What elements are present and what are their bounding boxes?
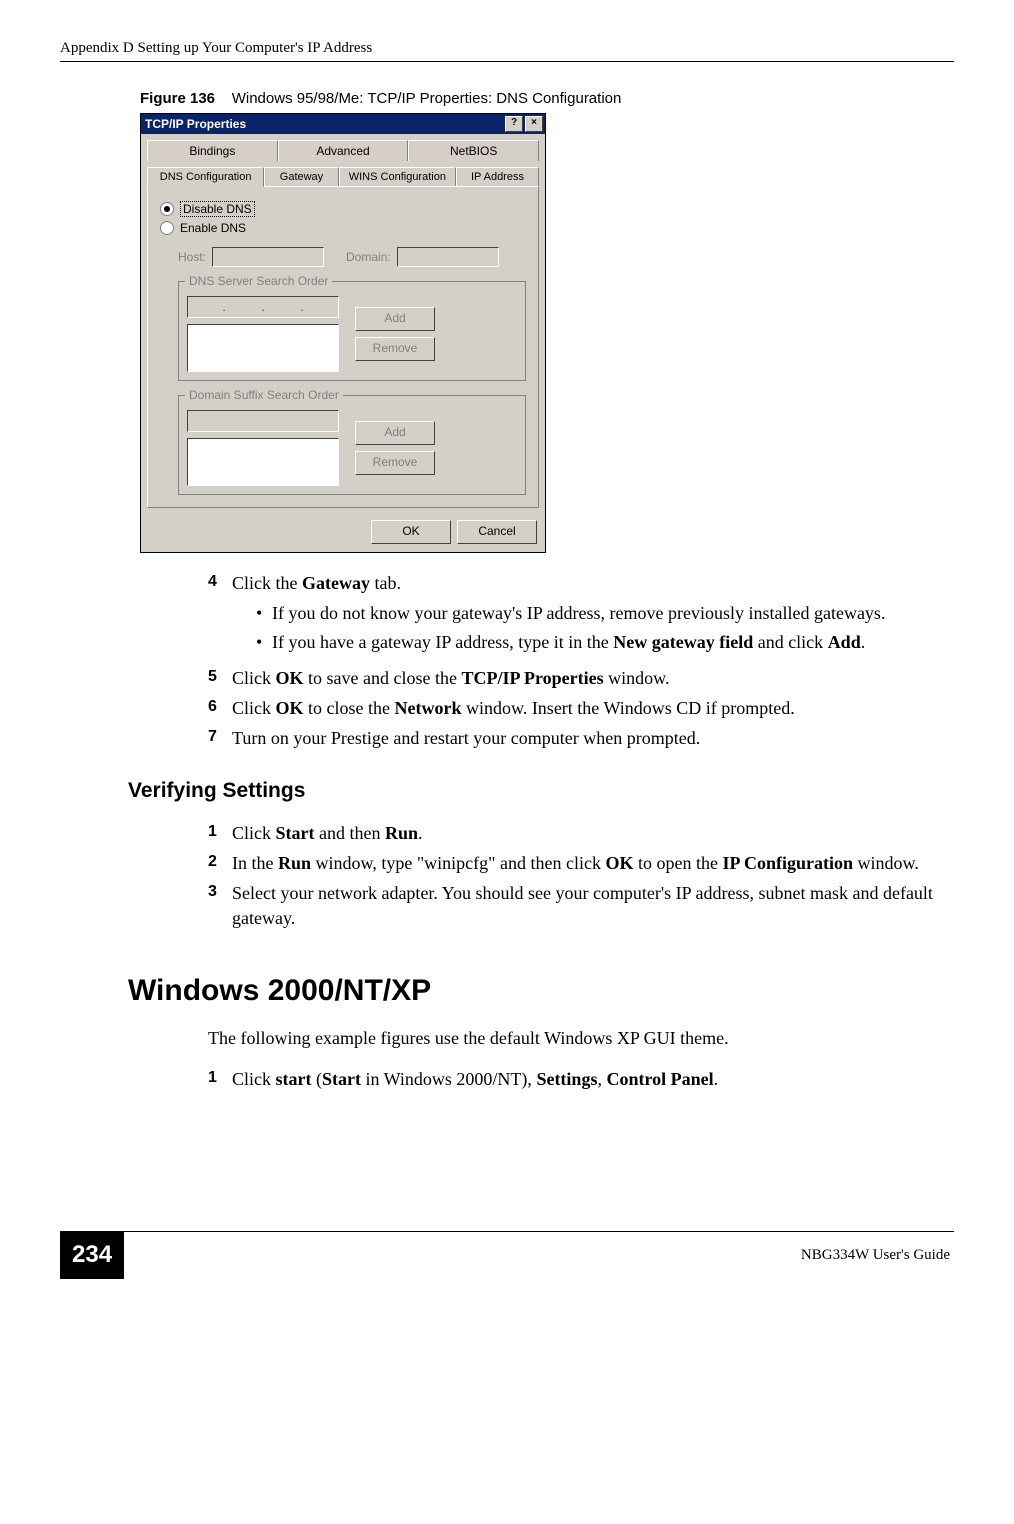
figure-title: Windows 95/98/Me: TCP/IP Properties: DNS… bbox=[232, 90, 622, 107]
ok-button[interactable]: OK bbox=[371, 520, 451, 544]
cancel-button[interactable]: Cancel bbox=[457, 520, 537, 544]
dns-ip-input[interactable]: . . . bbox=[187, 296, 339, 318]
titlebar: TCP/IP Properties ? × bbox=[141, 114, 545, 134]
dns-order-title: DNS Server Search Order bbox=[185, 274, 332, 288]
step-text: Click Start and then Run. bbox=[232, 821, 934, 845]
step-num: 6 bbox=[208, 696, 232, 720]
step-num: 2 bbox=[208, 851, 232, 875]
help-icon[interactable]: ? bbox=[505, 116, 523, 132]
page-number: 234 bbox=[60, 1231, 124, 1279]
step-num: 4 bbox=[208, 571, 232, 660]
tab-netbios[interactable]: NetBIOS bbox=[408, 140, 539, 161]
figure-number: Figure 136 bbox=[140, 90, 215, 107]
host-label: Host: bbox=[178, 250, 206, 264]
radio-disable-label: Disable DNS bbox=[180, 201, 255, 217]
radio-enable-label: Enable DNS bbox=[180, 221, 246, 235]
step-text: Turn on your Prestige and restart your c… bbox=[232, 726, 934, 750]
heading-windows2000: Windows 2000/NT/XP bbox=[128, 974, 954, 1008]
step-text: In the Run window, type "winipcfg" and t… bbox=[232, 851, 934, 875]
tab-gateway[interactable]: Gateway bbox=[264, 167, 338, 186]
page-header: Appendix D Setting up Your Computer's IP… bbox=[60, 40, 954, 62]
tab-content: Disable DNS Enable DNS Host: Domain: DNS… bbox=[147, 186, 539, 508]
dialog-buttons: OK Cancel bbox=[141, 514, 545, 552]
suffix-order-title: Domain Suffix Search Order bbox=[185, 388, 343, 402]
figure-caption: Figure 136 Windows 95/98/Me: TCP/IP Prop… bbox=[140, 90, 954, 107]
step-text: Click the Gateway tab. •If you do not kn… bbox=[232, 571, 934, 660]
paragraph: The following example figures use the de… bbox=[208, 1028, 934, 1049]
step-num: 3 bbox=[208, 881, 232, 930]
dialog-title: TCP/IP Properties bbox=[145, 117, 246, 131]
tab-advanced[interactable]: Advanced bbox=[278, 140, 409, 161]
radio-unselected-icon bbox=[160, 221, 174, 235]
suffix-add-button[interactable]: Add bbox=[355, 421, 435, 445]
step-num: 1 bbox=[208, 1067, 232, 1091]
steps-list-a: 4 Click the Gateway tab. •If you do not … bbox=[208, 571, 934, 751]
step-num: 1 bbox=[208, 821, 232, 845]
host-input[interactable] bbox=[212, 247, 324, 267]
tcpip-dialog: TCP/IP Properties ? × Bindings Advanced … bbox=[140, 113, 546, 553]
radio-selected-icon bbox=[160, 202, 174, 216]
step-text: Click OK to close the Network window. In… bbox=[232, 696, 934, 720]
close-icon[interactable]: × bbox=[525, 116, 543, 132]
step-num: 7 bbox=[208, 726, 232, 750]
page-footer: 234 NBG334W User's Guide bbox=[60, 1231, 954, 1279]
dns-remove-button[interactable]: Remove bbox=[355, 337, 435, 361]
suffix-input[interactable] bbox=[187, 410, 339, 432]
bullet-icon: • bbox=[256, 630, 272, 654]
radio-disable-dns-row[interactable]: Disable DNS bbox=[160, 201, 526, 217]
tab-row-1: Bindings Advanced NetBIOS bbox=[141, 134, 545, 161]
step-text: Click OK to save and close the TCP/IP Pr… bbox=[232, 666, 934, 690]
suffix-remove-button[interactable]: Remove bbox=[355, 451, 435, 475]
tab-bindings[interactable]: Bindings bbox=[147, 140, 278, 161]
footer-guide: NBG334W User's Guide bbox=[124, 1247, 954, 1264]
header-left: Appendix D Setting up Your Computer's IP… bbox=[60, 40, 372, 57]
steps-list-b: 1 Click Start and then Run. 2 In the Run… bbox=[208, 821, 934, 930]
tab-dns-config[interactable]: DNS Configuration bbox=[147, 167, 264, 187]
tab-ip-address[interactable]: IP Address bbox=[456, 167, 539, 186]
suffix-listbox[interactable] bbox=[187, 438, 339, 486]
domain-label: Domain: bbox=[346, 250, 391, 264]
tab-row-2: DNS Configuration Gateway WINS Configura… bbox=[141, 161, 545, 186]
dns-order-group: DNS Server Search Order . . . bbox=[178, 281, 526, 381]
domain-input[interactable] bbox=[397, 247, 499, 267]
bullet-icon: • bbox=[256, 601, 272, 625]
step-num: 5 bbox=[208, 666, 232, 690]
radio-enable-dns-row[interactable]: Enable DNS bbox=[160, 221, 526, 235]
heading-verifying: Verifying Settings bbox=[128, 779, 954, 803]
step-text: Click start (Start in Windows 2000/NT), … bbox=[232, 1067, 934, 1091]
tab-wins-config[interactable]: WINS Configuration bbox=[339, 167, 456, 186]
steps-list-c: 1 Click start (Start in Windows 2000/NT)… bbox=[208, 1067, 934, 1091]
dns-listbox[interactable] bbox=[187, 324, 339, 372]
suffix-order-group: Domain Suffix Search Order Add Remove bbox=[178, 395, 526, 495]
dns-add-button[interactable]: Add bbox=[355, 307, 435, 331]
step-text: Select your network adapter. You should … bbox=[232, 881, 934, 930]
